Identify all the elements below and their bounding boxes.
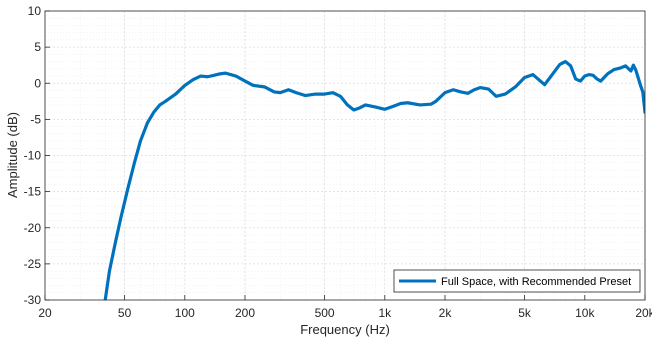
legend: Full Space, with Recommended Preset [393,269,641,293]
y-tick-label: 5 [34,40,41,54]
y-tick-label: 10 [28,4,42,18]
y-tick-label: -30 [24,293,42,307]
legend-box [393,269,641,293]
y-tick-label: -20 [24,221,42,235]
y-axis-label: Amplitude (dB) [5,112,20,198]
x-tick-label: 20k [635,306,652,320]
y-tick-label: -25 [24,257,42,271]
x-tick-label: 5k [518,306,532,320]
y-tick-label: 0 [34,76,41,90]
x-tick-label: 2k [439,306,453,320]
x-axis-label: Frequency (Hz) [300,322,390,337]
x-axis-ticks: 20 50 100 200 500 1k 2k 5k 10k 20k [38,295,652,320]
y-tick-label: -15 [24,185,42,199]
y-axis-ticks: 10 5 0 -5 -10 -15 -20 -25 -30 [24,4,50,307]
x-tick-label: 200 [235,306,255,320]
x-tick-label: 100 [175,306,195,320]
x-tick-label: 50 [118,306,132,320]
y-tick-label: -10 [24,149,42,163]
x-tick-label: 10k [575,306,595,320]
x-tick-label: 20 [38,306,52,320]
x-tick-label: 1k [378,306,392,320]
series-layer [103,59,645,300]
series-line-0 [103,59,645,300]
x-tick-label: 500 [315,306,335,320]
legend-label: Full Space, with Recommended Preset [441,276,631,288]
y-tick-label: -5 [30,112,41,126]
